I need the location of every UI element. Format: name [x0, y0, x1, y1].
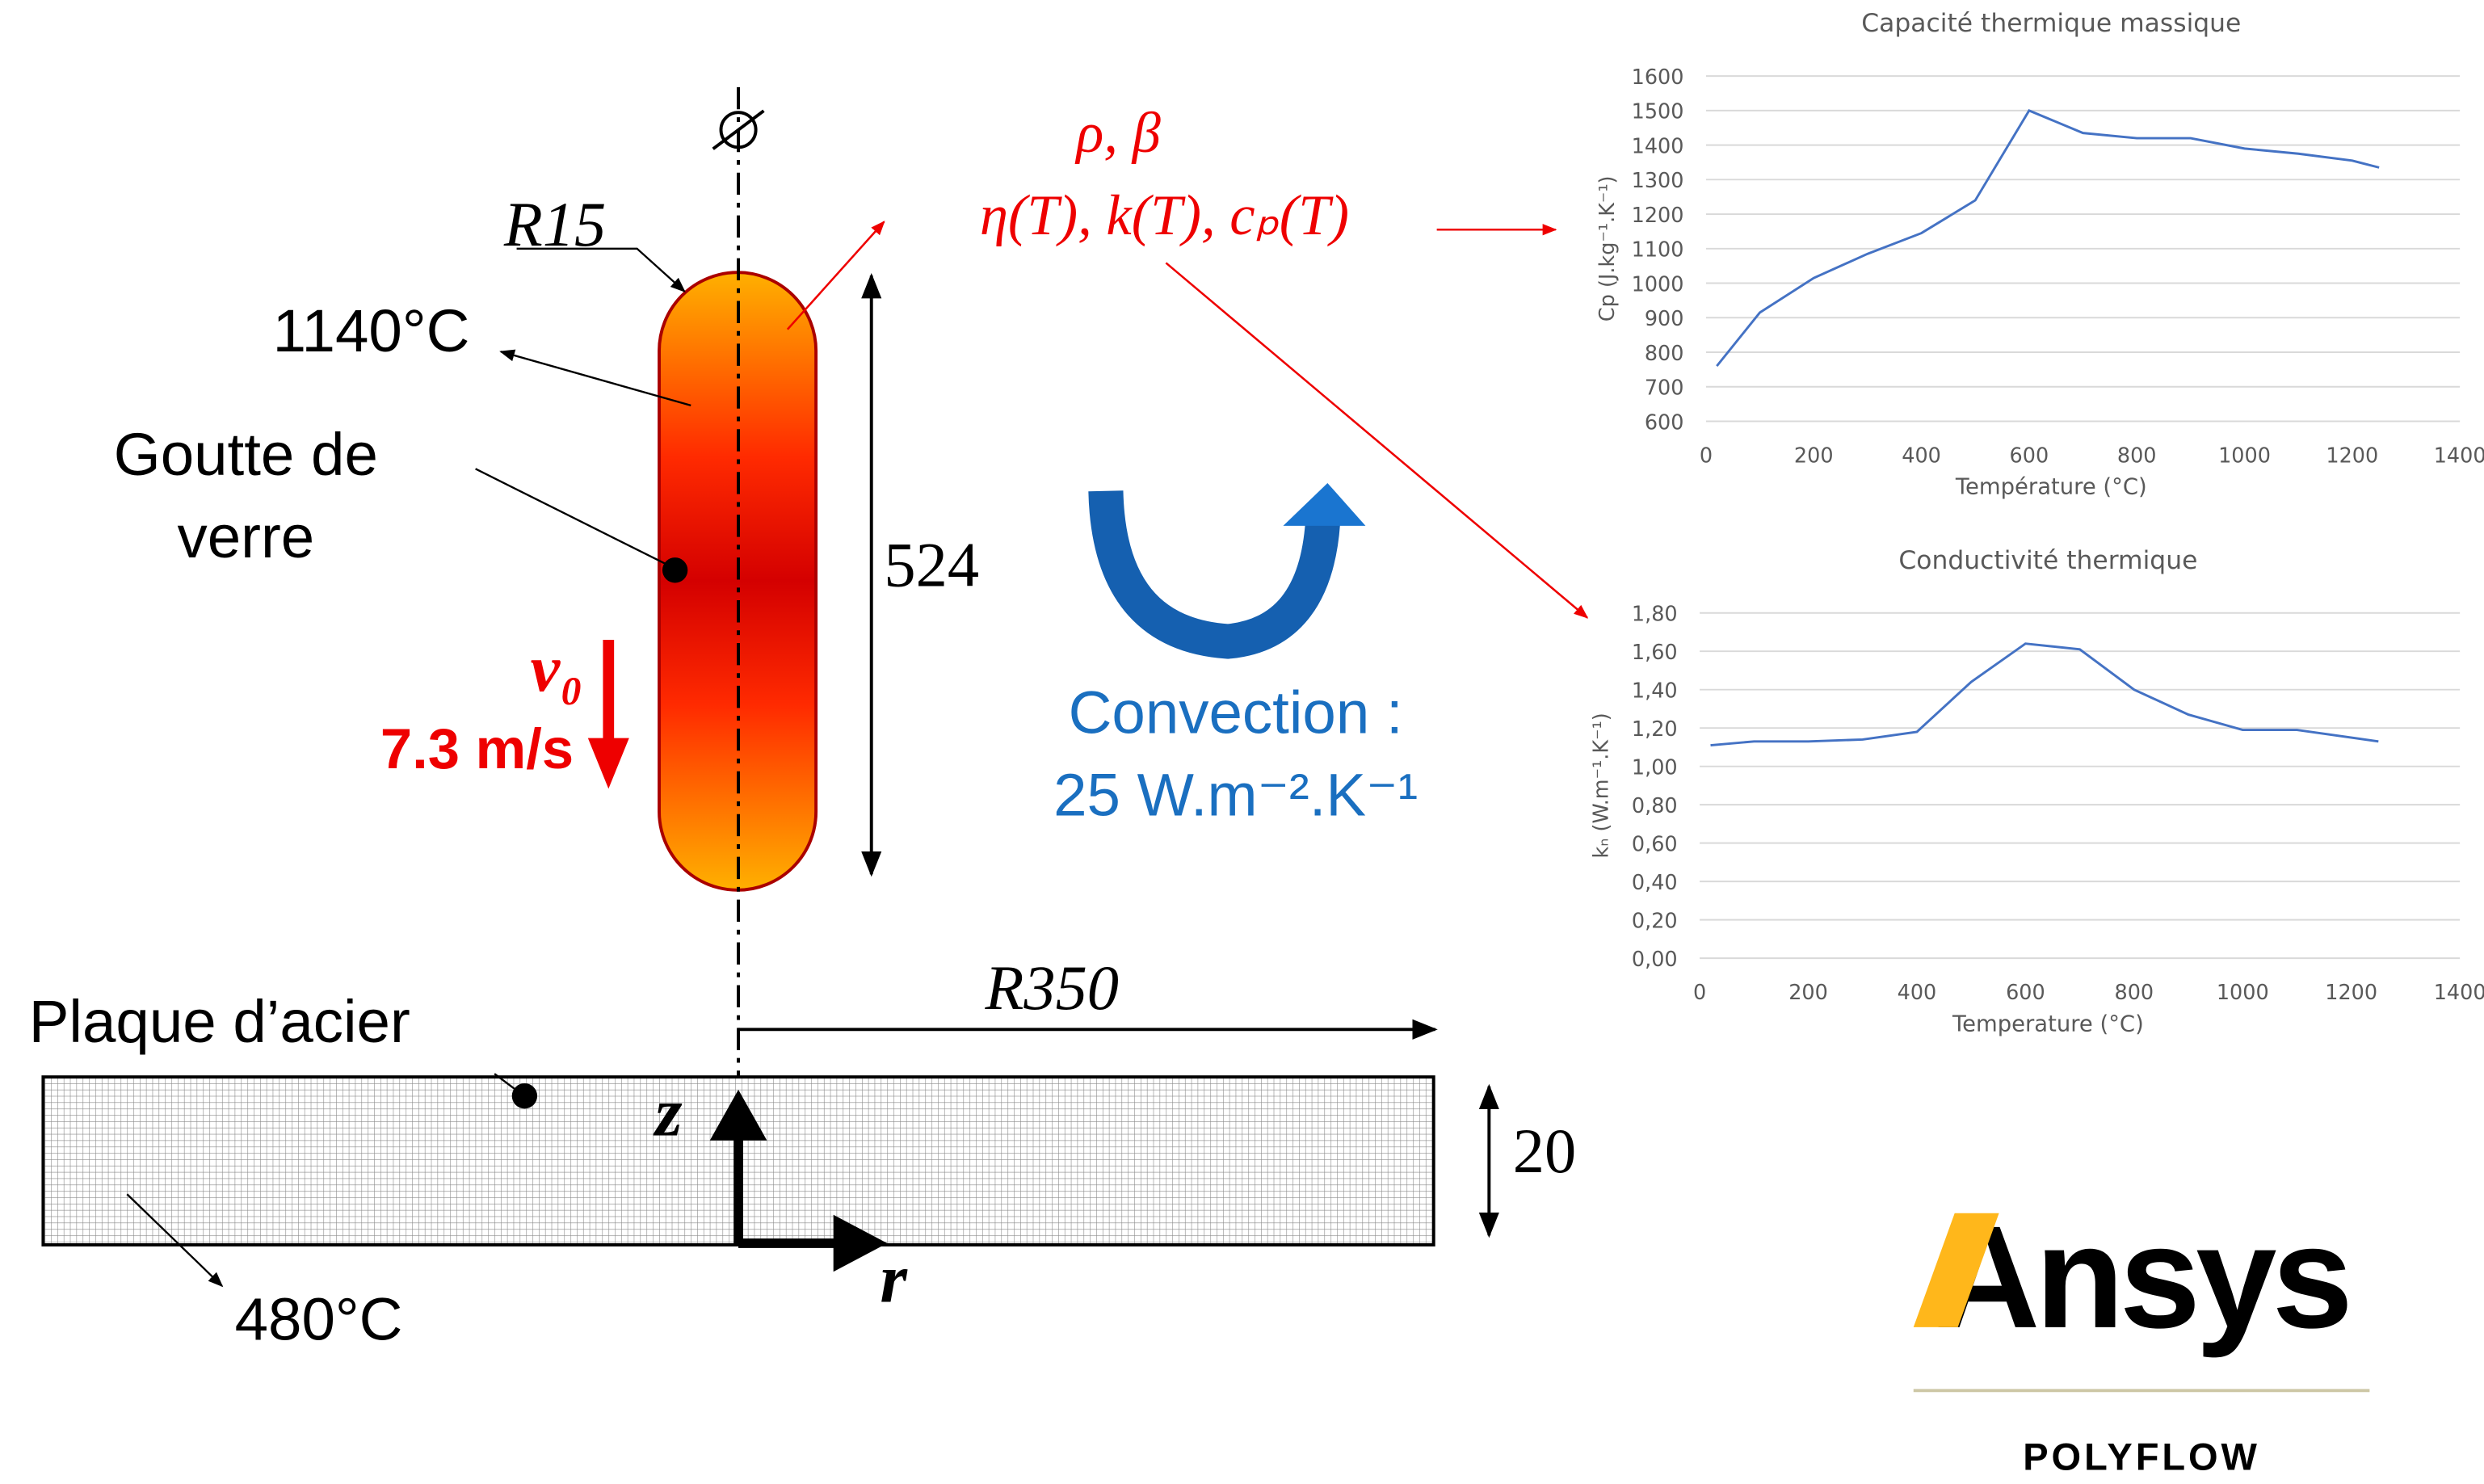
- x-tick-label: 800: [2115, 981, 2154, 1005]
- convection-arrow: [1088, 490, 1340, 659]
- velocity-arrow-head: [587, 738, 629, 789]
- y-tick-label: 0,00: [1632, 948, 1678, 972]
- logo-mark: [1913, 1213, 1999, 1327]
- leaders: [126, 247, 691, 1288]
- label: 25 W.m⁻².K⁻¹: [1053, 762, 1418, 829]
- line: [1710, 642, 2379, 747]
- y-tick-label: 0,80: [1632, 794, 1678, 818]
- x-axis-label: Température (°C): [1955, 475, 2147, 500]
- y-tick-label: 1300: [1632, 169, 1684, 193]
- x-tick-label: 400: [1902, 444, 1941, 468]
- x-tick-label: 400: [1898, 981, 1937, 1005]
- y-tick-label: 1,60: [1632, 641, 1678, 665]
- y-tick-label: 700: [1645, 376, 1684, 401]
- x-axis-label: Temperature (°C): [1952, 1011, 2144, 1036]
- x-tick-label: 200: [1794, 444, 1834, 468]
- y-tick-label: 1600: [1632, 65, 1684, 90]
- y-tick-label: 0,20: [1632, 909, 1678, 933]
- y-tick-label: 1200: [1632, 204, 1684, 228]
- chart-title: Capacité thermique massique: [1861, 9, 2241, 38]
- convection-arrow-head: [1283, 482, 1366, 526]
- x-tick-label: 1000: [2218, 444, 2271, 468]
- x-tick-label: 1200: [2326, 444, 2378, 468]
- x-tick-label: 200: [1788, 981, 1828, 1005]
- label: ρ, β: [1074, 102, 1161, 165]
- y-tick-label: 0,60: [1632, 832, 1678, 856]
- y-tick-label: 1100: [1632, 238, 1684, 263]
- y-tick-label: 1,80: [1632, 603, 1678, 627]
- plate-point: [511, 1083, 538, 1109]
- y-tick-label: 1500: [1632, 100, 1684, 124]
- y-tick-label: 0,40: [1632, 871, 1678, 895]
- x-tick-label: 1000: [2217, 981, 2269, 1005]
- chart-title: Conductivité thermique: [1898, 546, 2197, 575]
- y-axis-label: Cp (J.kg⁻¹.K⁻¹): [1595, 176, 1620, 322]
- x-tick-label: 1400: [2434, 981, 2484, 1005]
- x-tick-label: 0: [1700, 444, 1713, 468]
- y-tick-label: 1400: [1632, 134, 1684, 158]
- label: 1140°C: [273, 297, 470, 364]
- y-tick-label: 1,20: [1632, 717, 1678, 742]
- logo-subtitle: POLYFLOW: [2023, 1435, 2260, 1478]
- x-tick-label: 0: [1693, 981, 1706, 1005]
- logo: Ansys: [1935, 1196, 2348, 1359]
- x-tick-label: 600: [2010, 444, 2049, 468]
- x-tick-label: 1200: [2325, 981, 2377, 1005]
- label: Plaque d’acier: [29, 988, 410, 1055]
- label: verre: [177, 503, 314, 570]
- x-tick-label: 600: [2006, 981, 2045, 1005]
- label: v₀: [531, 632, 583, 705]
- r-arrow-head: [833, 1214, 888, 1272]
- property-arrows: [786, 221, 1589, 619]
- z-arrow-head: [709, 1089, 767, 1141]
- line: [1716, 108, 2380, 368]
- label: R350: [984, 952, 1119, 1023]
- label: η(T), k(T), cₚ(T): [980, 184, 1349, 247]
- label: r: [880, 1240, 908, 1318]
- y-tick-label: 600: [1645, 410, 1684, 435]
- dimensions: [738, 272, 1499, 1238]
- label: Goutte de: [114, 421, 378, 488]
- y-tick-label: 900: [1645, 307, 1684, 331]
- y-axis-label: kₙ (W.m⁻¹.K⁻¹): [1589, 713, 1613, 858]
- label: 7.3 m/s: [380, 717, 574, 780]
- y-tick-label: 1,00: [1632, 755, 1678, 780]
- axis-symbol: [712, 109, 765, 150]
- y-tick-label: 1,40: [1632, 679, 1678, 703]
- x-tick-label: 800: [2117, 444, 2157, 468]
- y-tick-label: 800: [1645, 342, 1684, 366]
- label: Convection :: [1069, 679, 1403, 746]
- x-tick-label: 1400: [2434, 444, 2484, 468]
- coordinate-axes: [733, 1127, 837, 1248]
- label: 20: [1513, 1116, 1576, 1186]
- y-tick-label: 1000: [1632, 272, 1684, 296]
- label: 480°C: [235, 1286, 403, 1353]
- label: 524: [884, 529, 979, 599]
- label: R15: [503, 189, 606, 259]
- label: z: [653, 1074, 683, 1151]
- drop-point: [662, 557, 688, 583]
- charts: Capacité thermique massique 600 700 800 900 1…: [1589, 9, 2484, 1036]
